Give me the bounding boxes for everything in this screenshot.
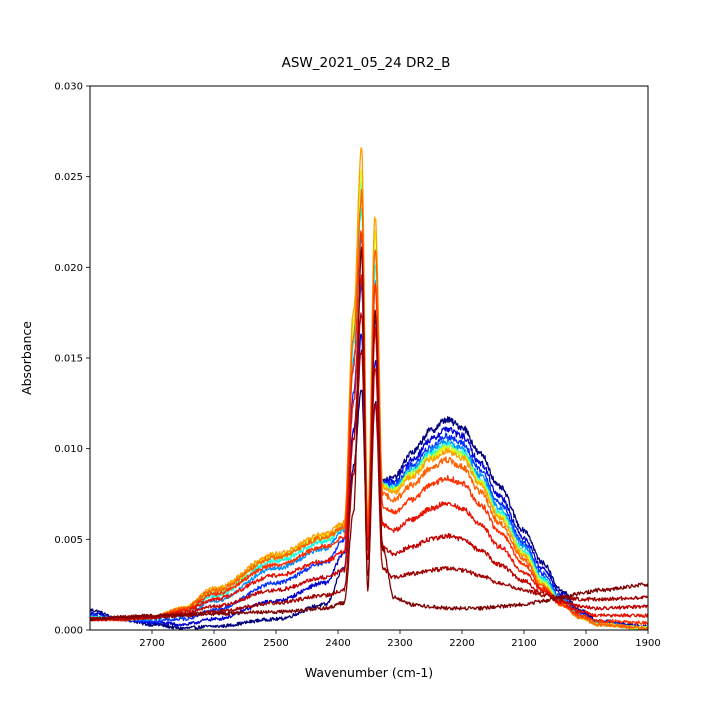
x-axis-label: Wavenumber (cm-1)	[305, 665, 433, 680]
x-tick-label: 2400	[325, 638, 350, 649]
y-tick-label: 0.010	[54, 444, 83, 455]
y-tick-label: 0.000	[54, 626, 83, 637]
x-tick-label: 2500	[263, 638, 288, 649]
x-tick-label: 2000	[573, 638, 598, 649]
x-tick-label: 2600	[201, 638, 226, 649]
x-tick-label: 2100	[511, 638, 536, 649]
y-tick-label: 0.020	[54, 263, 83, 274]
x-tick-label: 1900	[635, 638, 660, 649]
y-tick-label: 0.005	[54, 535, 83, 546]
y-tick-label: 0.025	[54, 172, 83, 183]
x-tick-label: 2700	[139, 638, 164, 649]
x-tick-label: 2200	[449, 638, 474, 649]
chart-title: ASW_2021_05_24 DR2_B	[282, 55, 451, 71]
y-tick-label: 0.015	[54, 354, 83, 365]
x-tick-label: 2300	[387, 638, 412, 649]
y-axis-label: Absorbance	[19, 321, 34, 395]
y-tick-label: 0.030	[54, 82, 83, 93]
